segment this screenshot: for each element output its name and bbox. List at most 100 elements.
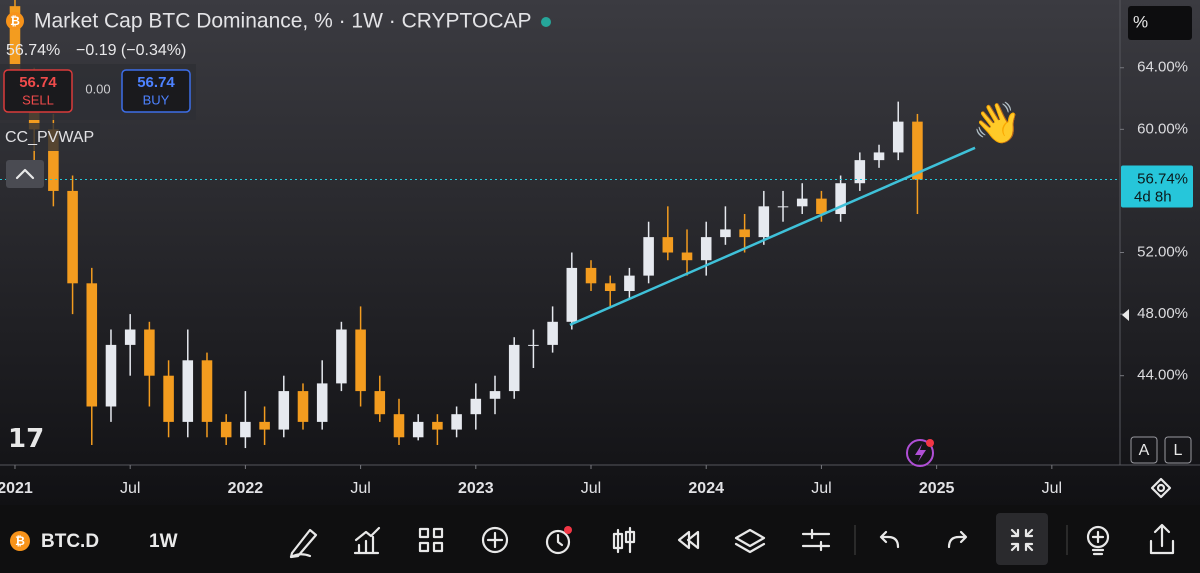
candle-body <box>816 198 827 215</box>
sell-button[interactable] <box>3 69 73 113</box>
candle-body <box>201 360 213 422</box>
candle-body <box>374 391 386 415</box>
candle-body <box>105 344 117 407</box>
undo[interactable] <box>879 530 900 549</box>
symbol[interactable]: BTC.D <box>41 531 99 552</box>
indicators[interactable] <box>353 526 381 555</box>
settings-icon[interactable] <box>1150 477 1172 499</box>
layouts[interactable] <box>418 527 444 553</box>
candle-body <box>624 275 635 292</box>
candle-body <box>278 391 290 430</box>
symbol-glyph: ₿ <box>15 534 25 548</box>
trendline <box>569 146 976 327</box>
candle-body <box>163 375 174 422</box>
add[interactable] <box>481 526 509 554</box>
candle-body <box>316 383 328 422</box>
y-tick-label: 52.00% <box>1137 243 1188 260</box>
y-tick-label: 48.00% <box>1137 305 1188 322</box>
x-tick-label: 2024 <box>688 480 724 497</box>
share[interactable] <box>1149 523 1175 555</box>
candle-body <box>220 421 232 438</box>
indicator-name[interactable]: CC_PVWAP <box>5 129 94 146</box>
symbol-title: Market Cap BTC Dominance, % · 1W · CRYPT… <box>34 10 532 33</box>
fullscreen-button[interactable] <box>996 513 1048 565</box>
candle-body <box>412 421 424 438</box>
candle-body <box>124 329 136 345</box>
candle-body <box>758 206 770 238</box>
symbol-icon <box>10 531 30 551</box>
candle-body <box>643 237 654 276</box>
exit-fullscreen <box>1010 528 1034 552</box>
candle-body <box>48 129 59 191</box>
alert-dot <box>926 439 934 447</box>
candle-body <box>470 398 482 415</box>
candle-body <box>451 414 462 430</box>
candle-body <box>528 344 539 346</box>
candle-body <box>720 229 731 238</box>
candle-body <box>508 344 520 392</box>
candle-body <box>681 252 693 261</box>
candle-body <box>777 206 789 208</box>
candle-body <box>585 267 597 284</box>
x-tick-label: Jul <box>1042 480 1062 497</box>
x-tick-label: Jul <box>350 480 370 497</box>
log-scale[interactable] <box>1164 436 1192 464</box>
candle-body <box>854 160 866 184</box>
alert[interactable] <box>545 529 571 555</box>
redo[interactable] <box>947 530 968 549</box>
candle-body <box>739 229 750 238</box>
candle-body <box>182 360 194 422</box>
collapse-button[interactable] <box>6 160 44 188</box>
sell-price: 56.74 <box>19 74 57 91</box>
buy-price: 56.74 <box>137 74 175 91</box>
log-label: L <box>1174 442 1183 459</box>
indicator-panel <box>0 123 100 151</box>
candle-body <box>393 414 405 438</box>
btc-icon <box>6 12 24 30</box>
auto-label: A <box>1139 442 1150 459</box>
bar-style[interactable] <box>612 526 636 554</box>
chart-background <box>0 0 1200 505</box>
candle-body <box>297 391 309 422</box>
scale-mode-button[interactable] <box>1128 6 1192 40</box>
layers[interactable] <box>734 528 766 554</box>
settings[interactable] <box>801 528 831 552</box>
buy-label: BUY <box>143 92 170 107</box>
btc-glyph: ₿ <box>10 14 20 28</box>
market-status <box>541 17 551 27</box>
candle-body <box>86 283 98 407</box>
candle-body <box>700 237 712 261</box>
replay[interactable] <box>677 530 700 550</box>
candle-body <box>240 421 251 438</box>
y-tick-label: 44.00% <box>1137 367 1188 384</box>
candle-body <box>144 329 155 376</box>
x-tick-label: 2021 <box>0 480 33 497</box>
countdown: 4d 8h <box>1134 189 1172 206</box>
x-tick-label: 2023 <box>458 480 494 497</box>
buy-button[interactable] <box>121 69 191 113</box>
candle-body <box>547 321 558 345</box>
candle-body <box>662 237 674 253</box>
candle-body <box>489 391 501 399</box>
interval[interactable]: 1W <box>149 531 178 552</box>
candle-body <box>336 329 347 384</box>
candle-body <box>67 190 78 284</box>
candle-body <box>835 183 846 215</box>
ideas-detail <box>1091 530 1105 556</box>
wave-emoji: 👋 <box>972 102 1022 147</box>
x-tick-label: Jul <box>811 480 831 497</box>
last-value: 56.74% <box>6 42 60 59</box>
ideas[interactable] <box>1086 525 1110 549</box>
x-tick-label: 2025 <box>919 480 955 497</box>
alert-hands <box>556 533 564 547</box>
auto-scale[interactable] <box>1130 436 1158 464</box>
draw-tool[interactable] <box>289 528 318 559</box>
y-tick-label: 64.00% <box>1137 59 1188 76</box>
candle-body <box>796 198 808 207</box>
alerts-icon[interactable] <box>906 439 934 467</box>
scale-mode: % <box>1133 12 1148 31</box>
candle-body <box>604 283 616 292</box>
candle-body <box>566 267 578 322</box>
x-tick-label: Jul <box>581 480 601 497</box>
alert-badge <box>564 526 572 534</box>
